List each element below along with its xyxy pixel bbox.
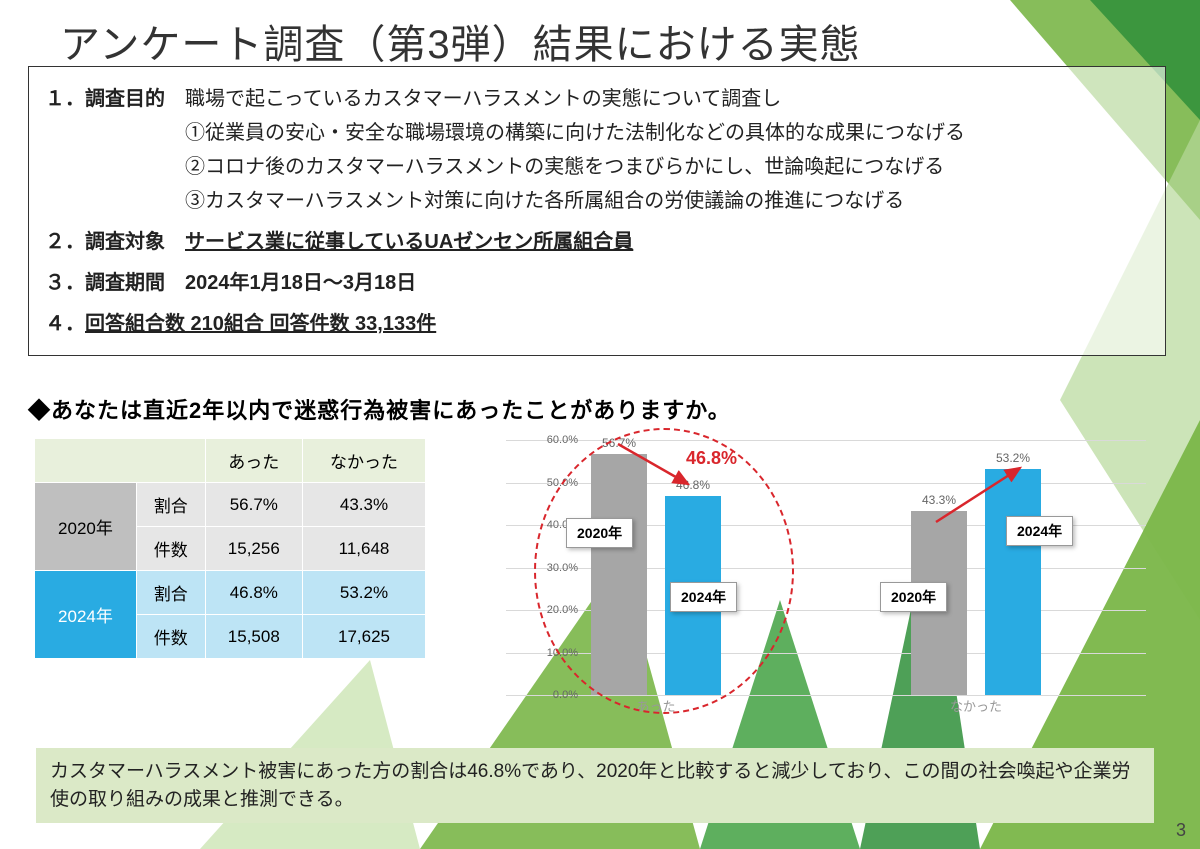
cell-2020-ratio-n: 43.3% [303,483,426,527]
row-2020-count-label: 件数 [136,527,205,571]
cell-2024-ratio-a: 46.8% [205,571,302,615]
results-table: あった なかった 2020年 割合 56.7% 43.3% 件数 15,256 … [34,438,426,659]
chart-bar-label: 56.7% [591,436,647,450]
chart-bar: 56.7% [591,454,647,695]
chart-category-label: なかった [926,696,1026,715]
info-2-text: サービス業に従事しているUAゼンセン所属組合員 [185,231,633,253]
cell-2024-ratio-n: 53.2% [303,571,426,615]
callout-2024-nakatta: 2024年 [1006,516,1073,546]
row-2020-header: 2020年 [35,483,137,571]
info-1c: ③カスタマーハラスメント対策に向けた各所属組合の労使議論の推進につなげる [185,184,1149,213]
chart-bar-label: 43.3% [911,493,967,507]
chart-bar: 53.2% [985,469,1041,695]
info-4-text: 回答組合数 210組合 回答件数 33,133件 [85,313,436,335]
row-2024-header: 2024年 [35,571,137,659]
bar-chart: 56.7% 46.8% 43.3% 53.2% 46.8% 2020年 2024年 2… [450,430,1170,730]
cell-2020-ratio-a: 56.7% [205,483,302,527]
survey-info-box: １．調査目的 職場で起こっているカスタマーハラスメントの実態について調査し ①従… [28,66,1166,356]
cell-2020-cnt-n: 11,648 [303,527,426,571]
info-1a: ①従業員の安心・安全な職場環境の構築に向けた法制化などの具体的な成果につなげる [185,116,1149,145]
table-corner [35,439,206,483]
summary-box: カスタマーハラスメント被害にあった方の割合は46.8%であり、2020年と比較す… [36,748,1154,823]
info-4-label: ４． [45,313,85,335]
row-2020-ratio-label: 割合 [136,483,205,527]
cell-2024-cnt-n: 17,625 [303,615,426,659]
info-1-text: 職場で起こっているカスタマーハラスメントの実態について調査し [185,88,781,110]
callout-2020-atta: 2020年 [566,518,633,548]
row-2024-count-label: 件数 [136,615,205,659]
chart-ytick-label: 60.0% [528,434,578,446]
callout-2020-nakatta: 2020年 [880,582,947,612]
chart-ytick-label: 20.0% [528,604,578,616]
cell-2024-cnt-a: 15,508 [205,615,302,659]
chart-plot-area: 56.7% 46.8% 43.3% 53.2% [506,440,1146,695]
col-atta: あった [205,439,302,483]
chart-bar-label: 46.8% [665,478,721,492]
chart-category-label: あった [606,696,706,715]
callout-2024-atta: 2024年 [670,582,737,612]
emphasis-468-label: 46.8% [686,448,737,469]
chart-ytick-label: 0.0% [528,689,578,701]
info-2-label: ２．調査対象 [45,231,165,253]
question-heading: ◆あなたは直近2年以内で迷惑行為被害にあったことがありますか。 [28,393,731,425]
cell-2020-cnt-a: 15,256 [205,527,302,571]
row-2024-ratio-label: 割合 [136,571,205,615]
info-3-label: ３．調査期間 [45,272,165,294]
info-3-text: 2024年1月18日～3月18日 [185,272,416,294]
chart-ytick-label: 10.0% [528,647,578,659]
chart-gridline [506,695,1146,696]
page-number: 3 [1176,820,1186,841]
page-title: アンケート調査（第3弾）結果における実態 [60,12,861,70]
info-1-label: １．調査目的 [45,88,165,110]
chart-bar-label: 53.2% [985,451,1041,465]
info-1b: ②コロナ後のカスタマーハラスメントの実態をつまびらかにし、世論喚起につなげる [185,150,1149,179]
chart-ytick-label: 50.0% [528,477,578,489]
col-nakatta: なかった [303,439,426,483]
chart-ytick-label: 30.0% [528,562,578,574]
